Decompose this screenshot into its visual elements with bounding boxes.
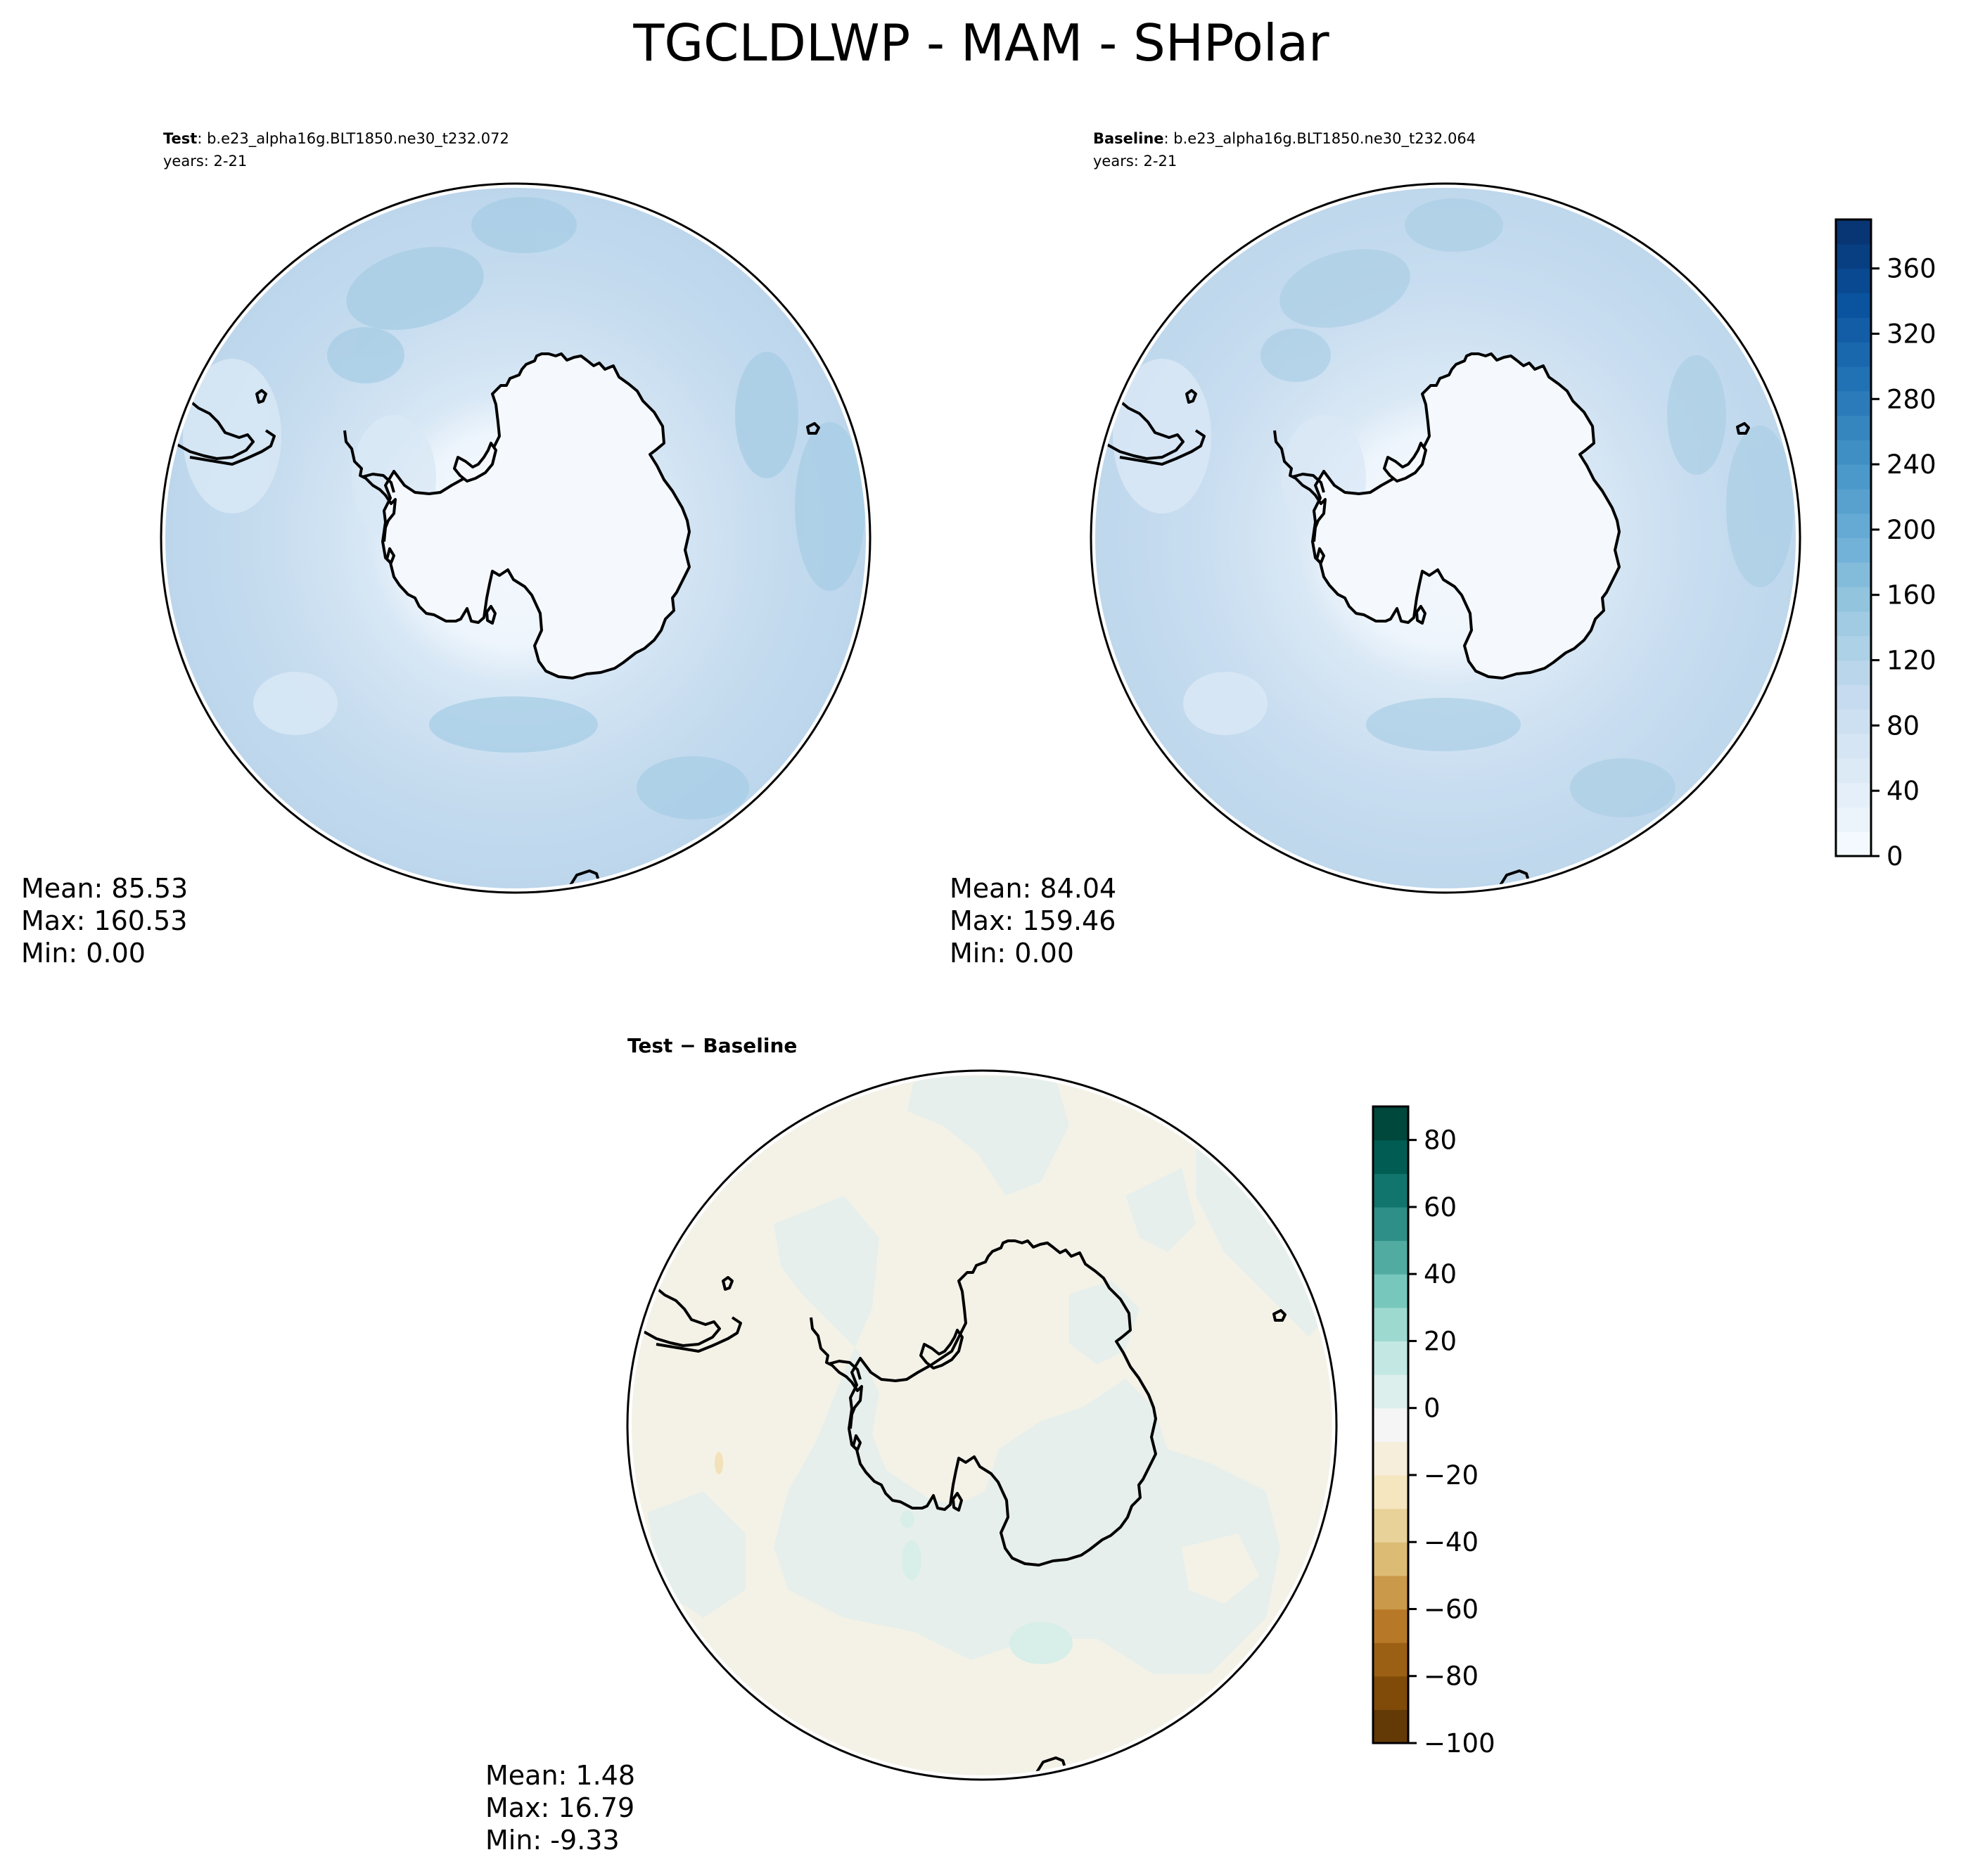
colorbar-brbg-level — [1373, 1474, 1408, 1510]
colorbar-brbg: −100 −80 −60 −40 −20 0 20 40 60 80 — [1372, 1105, 1495, 1759]
colorbar-blues-level — [1836, 635, 1871, 661]
colorbar-blues-level — [1836, 660, 1871, 685]
colorbar-brbg-tick-label: 40 — [1424, 1259, 1457, 1289]
colorbar-brbg-level — [1373, 1274, 1408, 1308]
panel-test-mean: Mean: 85.53 — [21, 873, 188, 904]
colorbar-blues-level — [1836, 782, 1871, 808]
colorbar-brbg-level — [1373, 1508, 1408, 1543]
colorbar-blues-level — [1836, 709, 1871, 734]
colorbar-blues-level — [1836, 537, 1871, 563]
colorbar-blues: 0 40 80 120 160 200 240 280 320 360 — [1834, 218, 1936, 872]
colorbar-brbg-tick-label: −40 — [1424, 1527, 1479, 1557]
colorbar-blues-level — [1836, 464, 1871, 490]
panel-diff-min: Min: -9.33 — [485, 1825, 620, 1856]
colorbar-brbg-level — [1373, 1173, 1408, 1208]
panel-diff-max: Max: 16.79 — [485, 1792, 634, 1823]
colorbar-brbg-level — [1373, 1609, 1408, 1643]
figure-title: TGCLDLWP - MAM - SHPolar — [632, 13, 1329, 72]
panel-baseline-min: Min: 0.00 — [950, 938, 1074, 969]
panel-test-max: Max: 160.53 — [21, 905, 187, 936]
colorbar-blues-tick-label: 360 — [1887, 254, 1936, 284]
panel-baseline-max: Max: 159.46 — [950, 905, 1116, 936]
panel-baseline-title: Baseline: b.e23_alpha16g.BLT1850.ne30_t2… — [1093, 130, 1476, 148]
colorbar-brbg-tick-label: 20 — [1424, 1326, 1457, 1356]
colorbar-blues-level — [1836, 293, 1871, 318]
colorbar-brbg-level — [1373, 1575, 1408, 1610]
colorbar-brbg-level — [1373, 1408, 1408, 1442]
colorbar-blues-level — [1836, 831, 1871, 857]
colorbar-brbg-level — [1373, 1307, 1408, 1342]
colorbar-blues-tick-label: 320 — [1887, 319, 1936, 349]
colorbar-blues-level — [1836, 684, 1871, 710]
panel-baseline-subtitle: years: 2-21 — [1093, 153, 1177, 170]
panel-baseline-map — [1091, 184, 1800, 893]
colorbar-blues-level — [1836, 366, 1871, 392]
colorbar-brbg-frame — [1372, 1105, 1410, 1744]
colorbar-blues-level — [1836, 513, 1871, 539]
panel-diff-mean: Mean: 1.48 — [485, 1760, 635, 1791]
colorbar-blues-level — [1836, 415, 1871, 440]
panel-baseline-title-rest: : b.e23_alpha16g.BLT1850.ne30_t232.064 — [1164, 130, 1476, 148]
panel-baseline: Baseline: b.e23_alpha16g.BLT1850.ne30_t2… — [950, 130, 1801, 969]
colorbar-blues-level — [1836, 611, 1871, 637]
colorbar-blues-level — [1836, 390, 1871, 416]
colorbar-brbg-level — [1373, 1441, 1408, 1476]
panel-test-title-rest: : b.e23_alpha16g.BLT1850.ne30_t232.072 — [197, 130, 509, 148]
colorbar-blues-level — [1836, 562, 1871, 587]
panel-diff-frame — [626, 1069, 1338, 1781]
colorbar-brbg-level — [1373, 1374, 1408, 1409]
colorbar-brbg-level — [1373, 1106, 1408, 1141]
colorbar-blues-level — [1836, 807, 1871, 832]
colorbar-blues-level — [1836, 587, 1871, 612]
colorbar-blues-tick-label: 200 — [1887, 515, 1936, 545]
colorbar-blues-level — [1836, 488, 1871, 514]
colorbar-brbg-tick-label: 0 — [1424, 1393, 1441, 1424]
panel-test-subtitle: years: 2-21 — [163, 153, 247, 170]
colorbar-blues-tick-label: 80 — [1887, 710, 1920, 741]
panel-diff-title: Test − Baseline — [627, 1034, 797, 1057]
colorbar-blues-level — [1836, 758, 1871, 784]
panel-test-title: Test: b.e23_alpha16g.BLT1850.ne30_t232.0… — [163, 130, 509, 148]
panel-test-title-bold: Test — [163, 130, 197, 147]
panel-test-min: Min: 0.00 — [21, 938, 146, 969]
colorbar-brbg-tick-label: 60 — [1424, 1192, 1457, 1223]
colorbar-blues-tick-label: 240 — [1887, 449, 1936, 480]
colorbar-blues-level — [1836, 317, 1871, 343]
panel-test-map — [161, 184, 870, 893]
colorbar-brbg-tick-label: −20 — [1424, 1460, 1479, 1491]
colorbar-blues-tick-label: 160 — [1887, 580, 1936, 611]
colorbar-blues-level — [1836, 268, 1871, 294]
colorbar-blues-level — [1836, 342, 1871, 367]
colorbar-brbg-tick-label: −100 — [1424, 1728, 1495, 1759]
colorbar-brbg-level — [1373, 1676, 1408, 1710]
colorbar-brbg-tick-label: −80 — [1424, 1661, 1479, 1692]
colorbar-brbg-level — [1373, 1140, 1408, 1174]
colorbar-blues-level — [1836, 243, 1871, 269]
colorbar-blues-frame — [1834, 218, 1872, 857]
panel-baseline-mean: Mean: 84.04 — [950, 873, 1116, 904]
colorbar-blues-level — [1836, 219, 1871, 245]
colorbar-blues-tick-label: 40 — [1887, 776, 1920, 806]
colorbar-brbg-level — [1373, 1642, 1408, 1677]
colorbar-blues-tick-label: 120 — [1887, 646, 1936, 676]
panel-test-frame — [160, 182, 872, 894]
panel-test: Test: b.e23_alpha16g.BLT1850.ne30_t232.0… — [21, 130, 872, 969]
colorbar-brbg-level — [1373, 1240, 1408, 1275]
colorbar-blues-level — [1836, 733, 1871, 759]
panel-diff-map — [627, 1071, 1336, 1780]
colorbar-brbg-tick-label: 80 — [1424, 1125, 1457, 1156]
colorbar-blues-level — [1836, 440, 1871, 465]
panel-baseline-title-bold: Baseline — [1093, 130, 1164, 147]
colorbar-blues-tick-label: 0 — [1887, 841, 1903, 872]
panel-difference: Test − Baseline — [485, 1034, 1338, 1856]
colorbar-brbg-level — [1373, 1709, 1408, 1744]
colorbar-blues-tick-label: 280 — [1887, 384, 1936, 414]
colorbar-brbg-level — [1373, 1206, 1408, 1242]
colorbar-brbg-level — [1373, 1542, 1408, 1576]
colorbar-brbg-tick-label: −60 — [1424, 1594, 1479, 1624]
panel-baseline-frame — [1090, 182, 1801, 894]
colorbar-brbg-level — [1373, 1341, 1408, 1375]
